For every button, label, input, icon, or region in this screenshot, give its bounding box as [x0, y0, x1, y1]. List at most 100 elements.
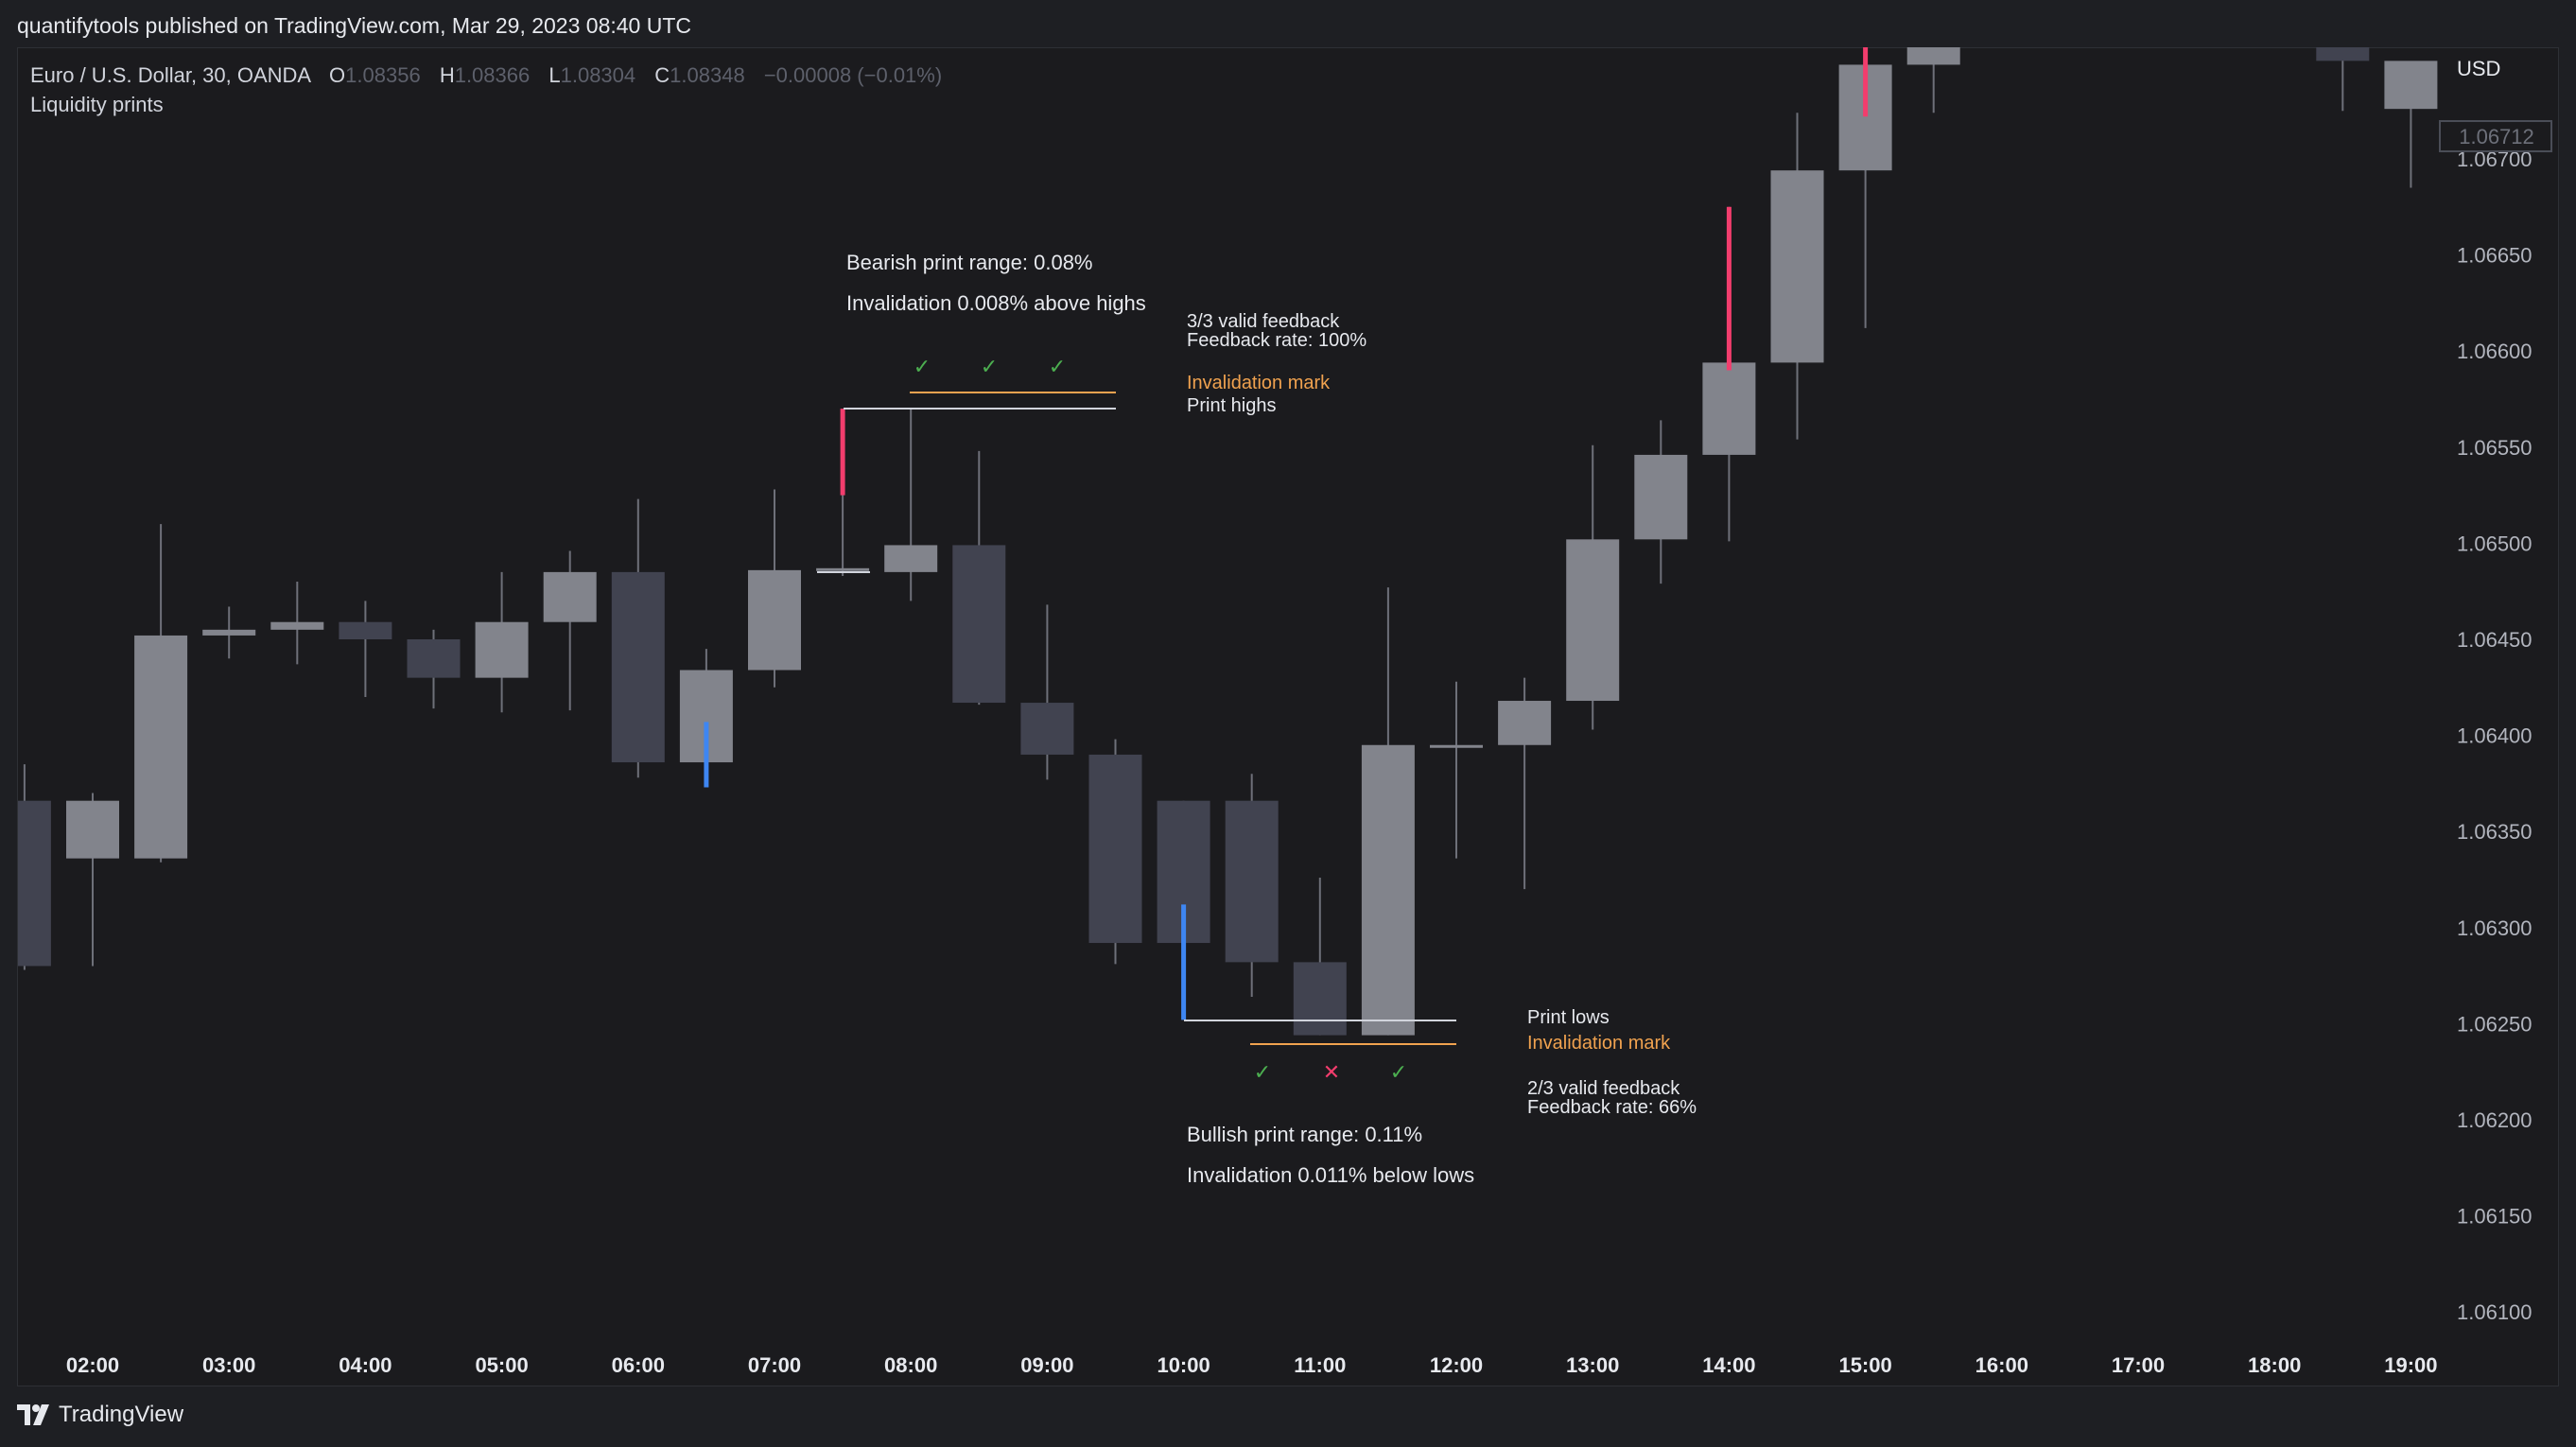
bull-print-lows-label: Print lows [1527, 1007, 1610, 1028]
price-tick-label: 1.06200 [2457, 1108, 2532, 1132]
time-tick-label: 04:00 [339, 1353, 392, 1377]
candle-body [18, 800, 51, 967]
price-tick-label: 1.06250 [2457, 1012, 2532, 1036]
close-value: 1.08348 [670, 63, 745, 87]
annotations-layer: Bearish print range: 0.08% Invalidation … [817, 251, 1697, 1187]
symbol-name[interactable]: Euro / U.S. Dollar, 30, OANDA [30, 63, 310, 87]
time-tick-label: 05:00 [475, 1353, 528, 1377]
candle-body [1634, 454, 1688, 540]
candle-body [952, 545, 1006, 704]
tradingview-brand[interactable]: TradingView [17, 1402, 183, 1428]
bear-range-label: Bearish print range: 0.08% [846, 251, 1093, 274]
open-key: O [329, 63, 346, 87]
footer-bar [0, 1386, 2576, 1447]
candle-body [543, 571, 597, 622]
price-tick-label: 1.06100 [2457, 1300, 2532, 1324]
candle-body [1770, 170, 1824, 363]
bull-inval-mark-label: Invalidation mark [1527, 1033, 1671, 1054]
bear-feedback-mark-3: ✓ [1049, 355, 1066, 378]
indicator-name[interactable]: Liquidity prints [30, 93, 164, 116]
time-tick-label: 14:00 [1702, 1353, 1755, 1377]
candle-body [202, 629, 256, 636]
bear-rate-label: Feedback rate: 100% [1187, 330, 1366, 351]
header-bar: quantifytools published on TradingView.c… [0, 0, 2576, 47]
price-tick-label: 1.06600 [2457, 340, 2532, 363]
high-key: H [439, 63, 455, 87]
time-tick-label: 13:00 [1566, 1353, 1619, 1377]
price-tick-label: 1.06400 [2457, 724, 2532, 748]
time-tick-label: 11:00 [1294, 1353, 1346, 1377]
candle-body [270, 621, 324, 630]
time-tick-label: 10:00 [1157, 1353, 1210, 1377]
time-tick-label: 12:00 [1430, 1353, 1483, 1377]
price-tick-label: 1.06450 [2457, 628, 2532, 652]
low-value: 1.08304 [560, 63, 636, 87]
last-price-box [2439, 120, 2552, 152]
bull-feedback-mark-1: ✓ [1254, 1060, 1271, 1084]
candle-body [475, 621, 529, 678]
bull-feedback-mark-3: ✓ [1390, 1060, 1407, 1084]
candle-body [2316, 47, 2370, 61]
candle-body [66, 800, 119, 859]
open-value: 1.08356 [345, 63, 421, 87]
time-tick-label: 16:00 [1976, 1353, 2028, 1377]
time-tick-label: 08:00 [884, 1353, 937, 1377]
price-tick-label: 1.06150 [2457, 1205, 2532, 1229]
bull-rate-label: Feedback rate: 66% [1527, 1097, 1697, 1118]
price-tick-label: 1.06500 [2457, 532, 2532, 555]
bear-feedback-label: 3/3 valid feedback [1187, 311, 1340, 332]
time-tick-label: 15:00 [1838, 1353, 1891, 1377]
time-tick-label: 06:00 [612, 1353, 665, 1377]
chart-legend: Euro / U.S. Dollar, 30, OANDA O1.08356 H… [30, 61, 942, 119]
publisher-info: quantifytools published on TradingView.c… [17, 13, 691, 38]
candle-body [1361, 744, 1415, 1036]
change-value: −0.00008 (−0.01%) [763, 63, 943, 87]
candle-body [2384, 61, 2438, 110]
time-tick-label: 17:00 [2112, 1353, 2165, 1377]
brand-name: TradingView [59, 1402, 184, 1427]
bear-feedback-mark-1: ✓ [914, 355, 931, 378]
candle-body [816, 567, 870, 571]
high-value: 1.08366 [454, 63, 531, 87]
candle-body [1498, 701, 1552, 745]
chart-frame[interactable] [17, 47, 2559, 1386]
bear-feedback-mark-2: ✓ [981, 355, 998, 378]
tradingview-logo-icon [17, 1404, 49, 1425]
price-axis: 1.067001.066501.066001.065501.065001.064… [2457, 148, 2532, 1324]
candle-body [134, 635, 188, 859]
prints-layer [704, 47, 1869, 1020]
currency-label: USD [2457, 57, 2500, 80]
price-tick-label: 1.06300 [2457, 916, 2532, 940]
price-chart[interactable]: Bearish print range: 0.08% Invalidation … [0, 0, 2576, 1386]
candle-body [1566, 539, 1620, 702]
bull-feedback-mark-2: ✕ [1323, 1060, 1340, 1084]
time-tick-label: 02:00 [66, 1353, 119, 1377]
candle-body [1020, 703, 1074, 755]
bear-print-highs-label: Print highs [1187, 395, 1277, 416]
candle-body [884, 545, 938, 572]
last-price-label: 1.06712 [2459, 125, 2534, 148]
candle-body [1702, 362, 1756, 455]
candle-body [1293, 962, 1347, 1036]
candle-body [611, 571, 665, 763]
candle-body [1906, 47, 1960, 65]
bear-invalidation-label: Invalidation 0.008% above highs [846, 291, 1146, 315]
close-key: C [654, 63, 670, 87]
candle-body [407, 639, 461, 678]
price-tick-label: 1.06550 [2457, 436, 2532, 460]
time-tick-label: 07:00 [748, 1353, 801, 1377]
candle-body [748, 569, 801, 671]
candle-body [1225, 800, 1279, 963]
time-tick-label: 03:00 [202, 1353, 255, 1377]
time-axis: 02:00 03:00 04:00 05:00 06:00 07:00 08:00 09:00… [66, 1353, 2438, 1377]
bull-range-label: Bullish print range: 0.11% [1187, 1123, 1422, 1146]
time-tick-label: 18:00 [2248, 1353, 2301, 1377]
price-tick-label: 1.06650 [2457, 244, 2532, 268]
bull-feedback-label: 2/3 valid feedback [1527, 1078, 1680, 1099]
time-tick-label: 09:00 [1020, 1353, 1073, 1377]
bear-inval-mark-label: Invalidation mark [1187, 373, 1331, 393]
candle-body [1430, 744, 1483, 748]
candle-body [1088, 754, 1142, 944]
time-tick-label: 19:00 [2384, 1353, 2437, 1377]
candle-body [339, 621, 392, 639]
